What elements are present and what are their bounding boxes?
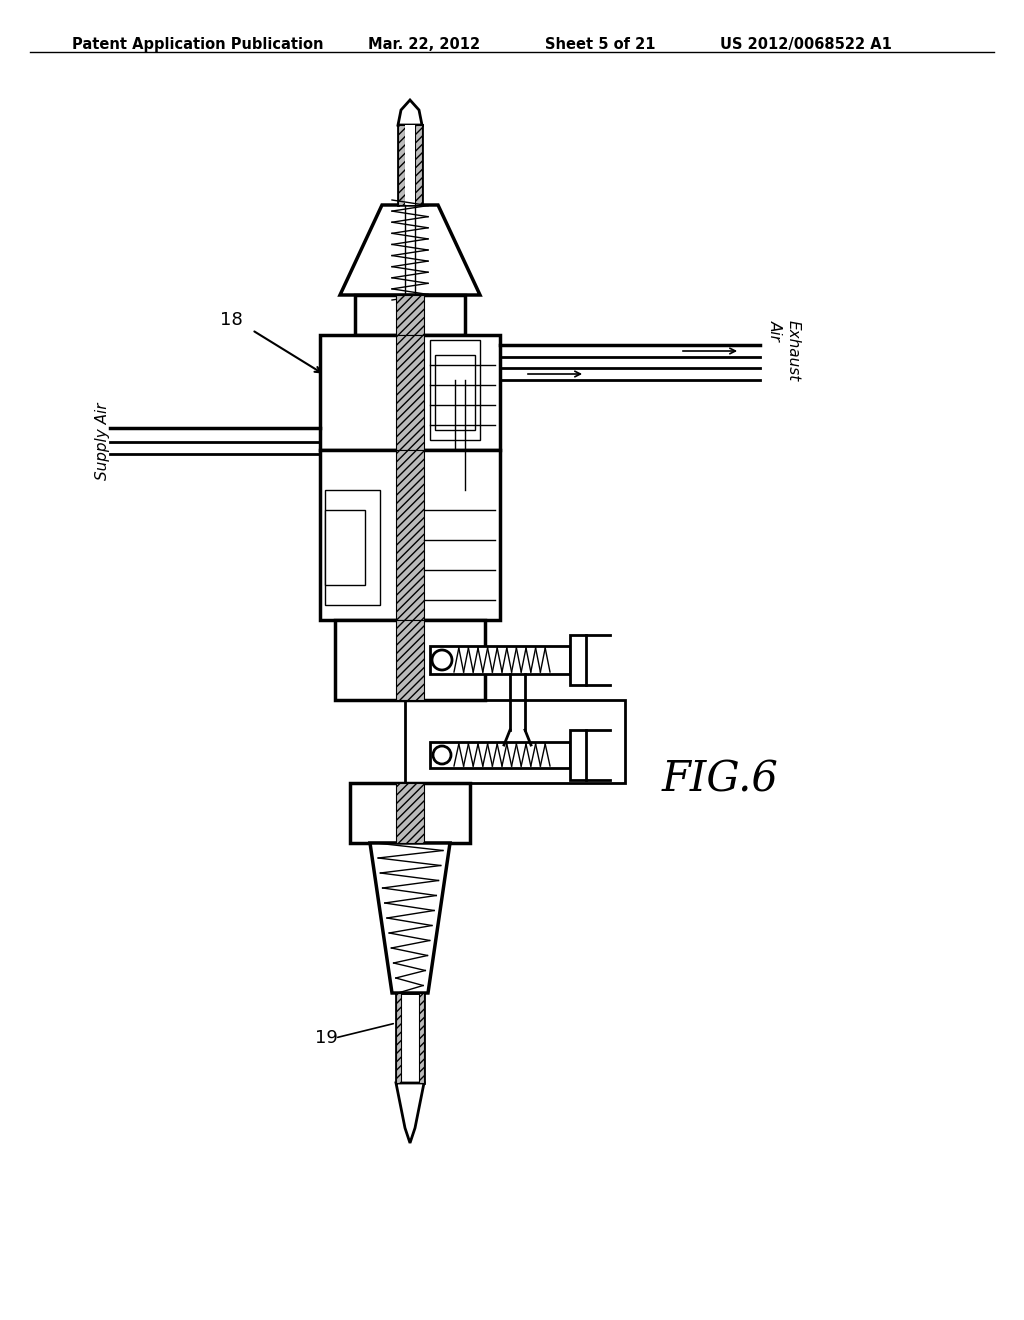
- Circle shape: [433, 746, 451, 764]
- Bar: [570, 635, 586, 685]
- Text: Mar. 22, 2012: Mar. 22, 2012: [368, 37, 480, 51]
- Bar: [396, 294, 424, 335]
- Bar: [396, 993, 401, 1082]
- Bar: [398, 125, 406, 205]
- Text: Exhaust
Air: Exhaust Air: [768, 321, 801, 381]
- Polygon shape: [398, 100, 422, 125]
- Bar: [319, 335, 500, 450]
- Polygon shape: [370, 843, 450, 993]
- Bar: [396, 335, 424, 450]
- Text: FIG.6: FIG.6: [662, 759, 778, 801]
- Polygon shape: [340, 205, 480, 294]
- Text: Supply Air: Supply Air: [94, 403, 110, 479]
- Bar: [325, 490, 380, 605]
- Bar: [355, 294, 465, 335]
- Bar: [430, 341, 480, 440]
- Bar: [415, 125, 422, 205]
- Circle shape: [432, 649, 452, 671]
- Bar: [396, 620, 424, 700]
- Bar: [430, 742, 570, 768]
- Bar: [430, 645, 570, 675]
- Text: US 2012/0068522 A1: US 2012/0068522 A1: [720, 37, 892, 51]
- Bar: [335, 620, 485, 700]
- Bar: [350, 783, 470, 843]
- Bar: [406, 700, 625, 783]
- Bar: [396, 783, 424, 843]
- Bar: [325, 510, 365, 585]
- Bar: [406, 125, 415, 205]
- Text: Sheet 5 of 21: Sheet 5 of 21: [545, 37, 655, 51]
- Text: Patent Application Publication: Patent Application Publication: [72, 37, 324, 51]
- Bar: [435, 355, 475, 430]
- Bar: [319, 450, 500, 620]
- Bar: [570, 730, 586, 780]
- Text: 19: 19: [315, 1030, 338, 1047]
- Text: 18: 18: [220, 312, 243, 329]
- Bar: [396, 450, 424, 620]
- Bar: [419, 993, 424, 1082]
- Polygon shape: [396, 1082, 424, 1143]
